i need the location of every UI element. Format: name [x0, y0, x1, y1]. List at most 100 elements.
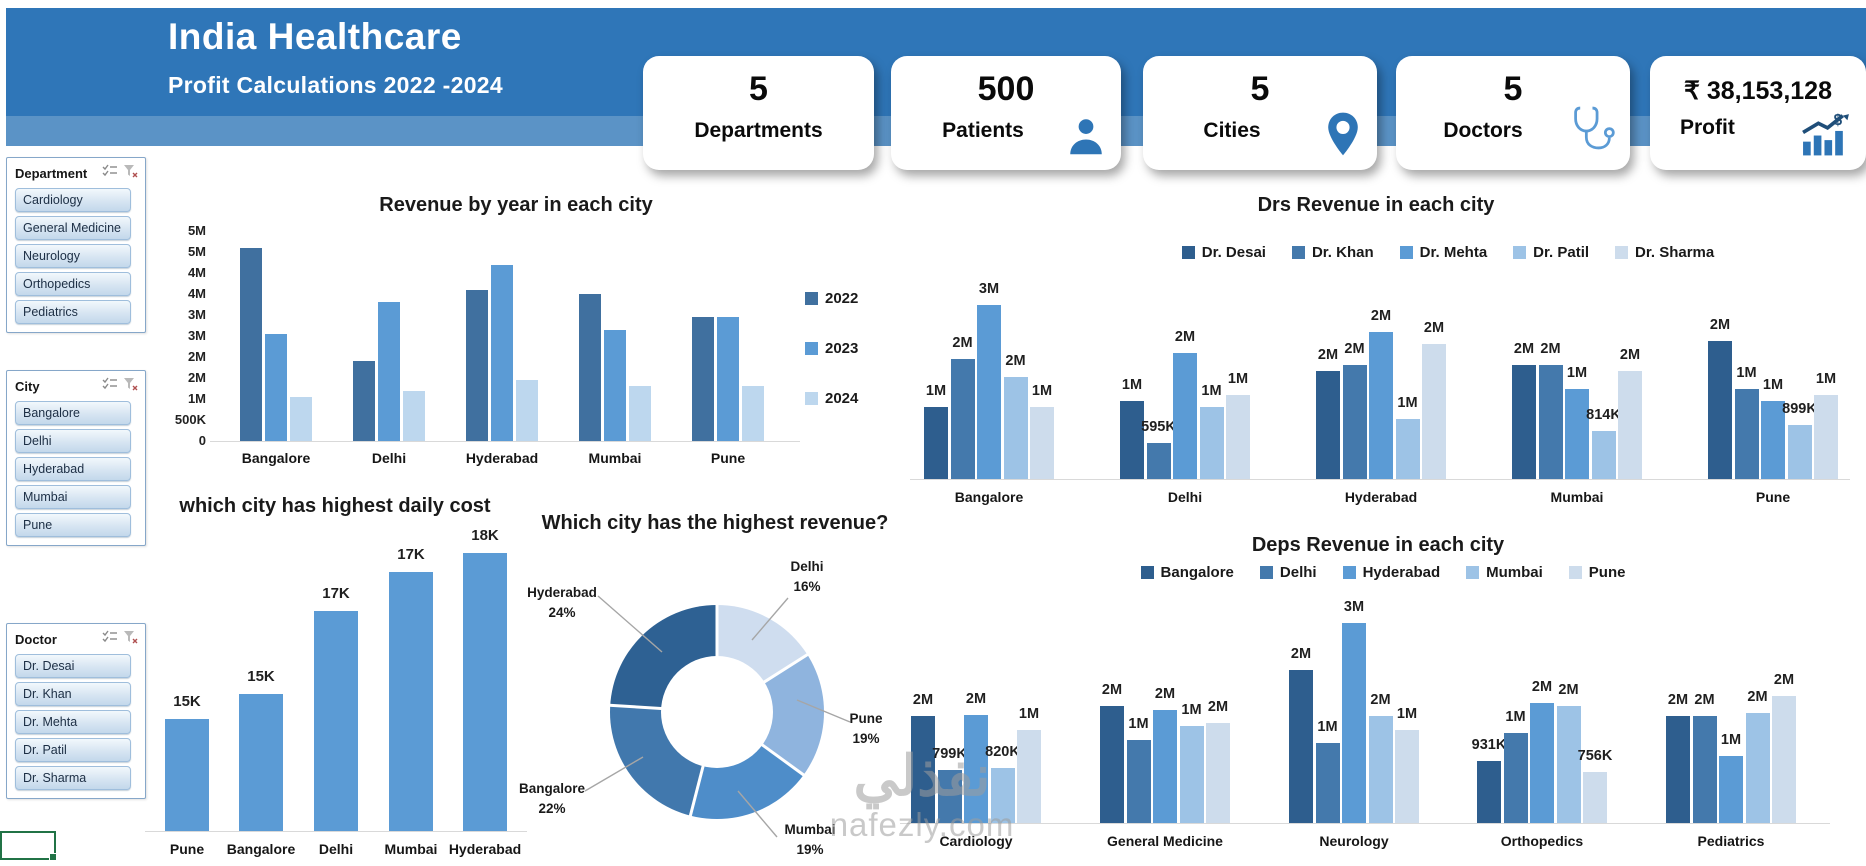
bar — [1226, 395, 1250, 479]
donut-slice-label: Delhi 16% — [752, 557, 862, 596]
chart-legend: Bangalore Delhi Hyderabad Mumbai Pune — [880, 564, 1866, 581]
bar-value-label: 1M — [1762, 377, 1784, 393]
legend-swatch — [1342, 566, 1356, 579]
bar-value-label: 2M — [1709, 317, 1731, 333]
x-axis-line — [900, 823, 1830, 824]
bar-value-label: 15K — [247, 668, 275, 685]
slicer-item[interactable]: Dr. Mehta — [15, 710, 131, 734]
y-tick-label: 2M — [187, 370, 206, 385]
bar-value-label: 2M — [965, 691, 987, 707]
bar — [1734, 389, 1759, 479]
y-tick-label: 500K — [174, 412, 206, 427]
kpi-value: ₹ 38,153,128 — [1684, 77, 1832, 105]
legend-item: 2022 — [805, 290, 858, 307]
y-tick-label: 3M — [187, 307, 206, 322]
slicer-item[interactable]: Neurology — [15, 244, 131, 268]
clear-filter-icon[interactable] — [123, 164, 138, 183]
slice-name: Bangalore — [518, 781, 586, 796]
kpi-label: Doctors — [1443, 119, 1523, 142]
bar-value-label: 1M — [1720, 732, 1742, 748]
bar-value-label: 1M — [1181, 702, 1202, 718]
slicer-item[interactable]: Cardiology — [15, 188, 131, 212]
bar-value-label: 1M — [1031, 383, 1053, 399]
legend-item: Delhi — [1259, 564, 1317, 581]
bar — [466, 290, 488, 441]
category-label: Hyderabad — [1344, 489, 1418, 505]
bar-value-label: 756K — [1577, 748, 1613, 764]
page-subtitle: Profit Calculations 2022 -2024 — [168, 72, 503, 98]
legend-swatch — [1615, 246, 1629, 259]
slicer-item[interactable]: Dr. Patil — [15, 738, 131, 762]
x-axis-line — [910, 479, 1850, 480]
bar — [924, 407, 948, 479]
bar-value-label: 17K — [397, 546, 425, 563]
slicer-item[interactable]: Mumbai — [15, 485, 131, 509]
category-label: Mumbai — [1550, 489, 1604, 505]
bar-value-label: 1M — [1227, 371, 1249, 387]
svg-text:$: $ — [1834, 112, 1843, 129]
clear-filter-icon[interactable] — [123, 630, 138, 649]
clear-filter-icon[interactable] — [123, 377, 138, 396]
slicer-item[interactable]: Hyderabad — [15, 457, 131, 481]
slice-pct: 22% — [538, 800, 566, 816]
category-label: Mumbai — [588, 450, 642, 466]
bar — [1342, 365, 1367, 479]
bar — [1030, 407, 1054, 479]
bar-value-label: 1M — [1815, 371, 1837, 387]
bar — [1477, 761, 1501, 823]
slice-name: Mumbai — [784, 822, 836, 837]
legend-item: Dr. Sharma — [1615, 244, 1714, 261]
bar-value-label: 595K — [1141, 419, 1176, 435]
bar — [692, 317, 714, 441]
bar — [1761, 401, 1785, 479]
slicer-item[interactable]: Dr. Sharma — [15, 766, 131, 790]
bar — [265, 334, 287, 441]
kpi-card-cities: 5 Cities — [1143, 56, 1377, 170]
bar-value-label: 1M — [925, 383, 947, 399]
category-label: Mumbai — [384, 841, 438, 857]
legend-item: Bangalore — [1140, 564, 1234, 581]
donut-slice-label: Hyderabad 24% — [507, 583, 617, 622]
slicer-item[interactable]: Dr. Khan — [15, 682, 131, 706]
multi-select-icon[interactable] — [102, 630, 118, 649]
bar-value-label: 2M — [1207, 699, 1229, 715]
bar — [1003, 377, 1028, 479]
bar — [1206, 723, 1230, 823]
category-label: Pune — [169, 841, 205, 857]
legend-swatch — [1291, 246, 1305, 259]
slicer-item[interactable]: Delhi — [15, 429, 131, 453]
bar-value-label: 2M — [1101, 682, 1123, 698]
slicer-item[interactable]: Bangalore — [15, 401, 131, 425]
legend-swatch — [1466, 566, 1480, 579]
slicer-item[interactable]: Pediatrics — [15, 300, 131, 324]
bar-value-label: 899K — [1782, 401, 1817, 417]
bar — [1538, 365, 1563, 479]
y-tick-label: 1M — [187, 391, 206, 406]
chart-revenue-share-donut: Which city has the highest revenue? Delh… — [450, 500, 910, 866]
bar — [1100, 706, 1124, 823]
bar — [290, 397, 312, 441]
legend-swatch — [805, 292, 818, 305]
bar — [964, 715, 988, 823]
slicer-item[interactable]: General Medicine — [15, 216, 131, 240]
category-label: Delhi — [1167, 489, 1203, 505]
bar — [1565, 389, 1589, 479]
bar-value-label: 18K — [471, 527, 499, 544]
multi-select-icon[interactable] — [102, 164, 118, 183]
legend-item: Hyderabad — [1342, 564, 1440, 581]
stethoscope-icon — [1572, 105, 1616, 156]
active-cell[interactable] — [0, 831, 57, 861]
bar-value-label: 3M — [1343, 599, 1365, 615]
bar — [1368, 716, 1393, 823]
bar — [491, 265, 513, 441]
bar — [1315, 743, 1340, 823]
bar — [1719, 756, 1743, 823]
fill-handle[interactable] — [49, 853, 57, 861]
page-title: India Healthcare — [168, 16, 462, 57]
slicer-item[interactable]: Dr. Desai — [15, 654, 131, 678]
slicer-item[interactable]: Orthopedics — [15, 272, 131, 296]
slicer-item[interactable]: Pune — [15, 513, 131, 537]
bar-value-label: 2M — [1174, 329, 1196, 345]
multi-select-icon[interactable] — [102, 377, 118, 396]
